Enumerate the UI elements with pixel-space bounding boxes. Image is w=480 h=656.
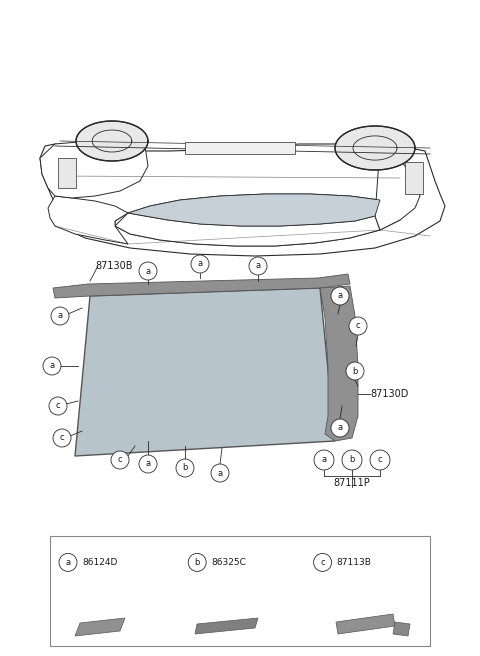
Polygon shape	[115, 213, 380, 246]
Text: c: c	[118, 455, 122, 464]
Circle shape	[370, 450, 390, 470]
Circle shape	[176, 459, 194, 477]
Polygon shape	[128, 194, 380, 226]
Text: c: c	[56, 401, 60, 411]
Text: c: c	[356, 321, 360, 331]
Text: 87111P: 87111P	[334, 478, 371, 488]
Circle shape	[53, 429, 71, 447]
Text: a: a	[322, 455, 326, 464]
Text: c: c	[320, 558, 325, 567]
Polygon shape	[76, 121, 148, 161]
FancyBboxPatch shape	[185, 142, 295, 154]
Circle shape	[139, 262, 157, 280]
Circle shape	[342, 450, 362, 470]
Polygon shape	[40, 144, 445, 256]
Circle shape	[51, 307, 69, 325]
Text: a: a	[49, 361, 55, 371]
Text: a: a	[65, 558, 71, 567]
Polygon shape	[75, 288, 335, 456]
Text: b: b	[182, 464, 188, 472]
Text: c: c	[60, 434, 64, 443]
Polygon shape	[393, 622, 410, 636]
Polygon shape	[336, 614, 395, 634]
Polygon shape	[75, 618, 125, 636]
Text: 87130B: 87130B	[95, 261, 132, 271]
Text: 86325C: 86325C	[211, 558, 246, 567]
Polygon shape	[195, 618, 258, 634]
Text: a: a	[145, 459, 151, 468]
Circle shape	[211, 464, 229, 482]
Text: a: a	[197, 260, 203, 268]
Polygon shape	[320, 286, 358, 441]
Text: c: c	[378, 455, 382, 464]
Circle shape	[349, 317, 367, 335]
Text: b: b	[194, 558, 200, 567]
Text: a: a	[337, 291, 343, 300]
Circle shape	[59, 554, 77, 571]
Text: b: b	[352, 367, 358, 375]
Polygon shape	[335, 126, 415, 170]
Polygon shape	[53, 274, 350, 298]
Circle shape	[249, 257, 267, 275]
Circle shape	[191, 255, 209, 273]
Polygon shape	[375, 146, 420, 230]
FancyBboxPatch shape	[405, 162, 423, 194]
Circle shape	[346, 362, 364, 380]
Text: a: a	[217, 468, 223, 478]
FancyBboxPatch shape	[50, 536, 430, 646]
Circle shape	[331, 287, 349, 305]
Text: a: a	[145, 266, 151, 276]
Circle shape	[188, 554, 206, 571]
Text: b: b	[349, 455, 355, 464]
Text: a: a	[58, 312, 62, 321]
Polygon shape	[48, 196, 128, 244]
Polygon shape	[115, 194, 400, 246]
Circle shape	[49, 397, 67, 415]
Circle shape	[314, 450, 334, 470]
Circle shape	[331, 419, 349, 437]
FancyBboxPatch shape	[58, 158, 76, 188]
Polygon shape	[40, 140, 148, 198]
Circle shape	[313, 554, 332, 571]
Text: a: a	[255, 262, 261, 270]
Circle shape	[111, 451, 129, 469]
Text: 86124D: 86124D	[82, 558, 118, 567]
Text: 87130D: 87130D	[370, 389, 408, 399]
Circle shape	[43, 357, 61, 375]
Circle shape	[139, 455, 157, 473]
Text: a: a	[337, 424, 343, 432]
Text: 87113B: 87113B	[336, 558, 372, 567]
